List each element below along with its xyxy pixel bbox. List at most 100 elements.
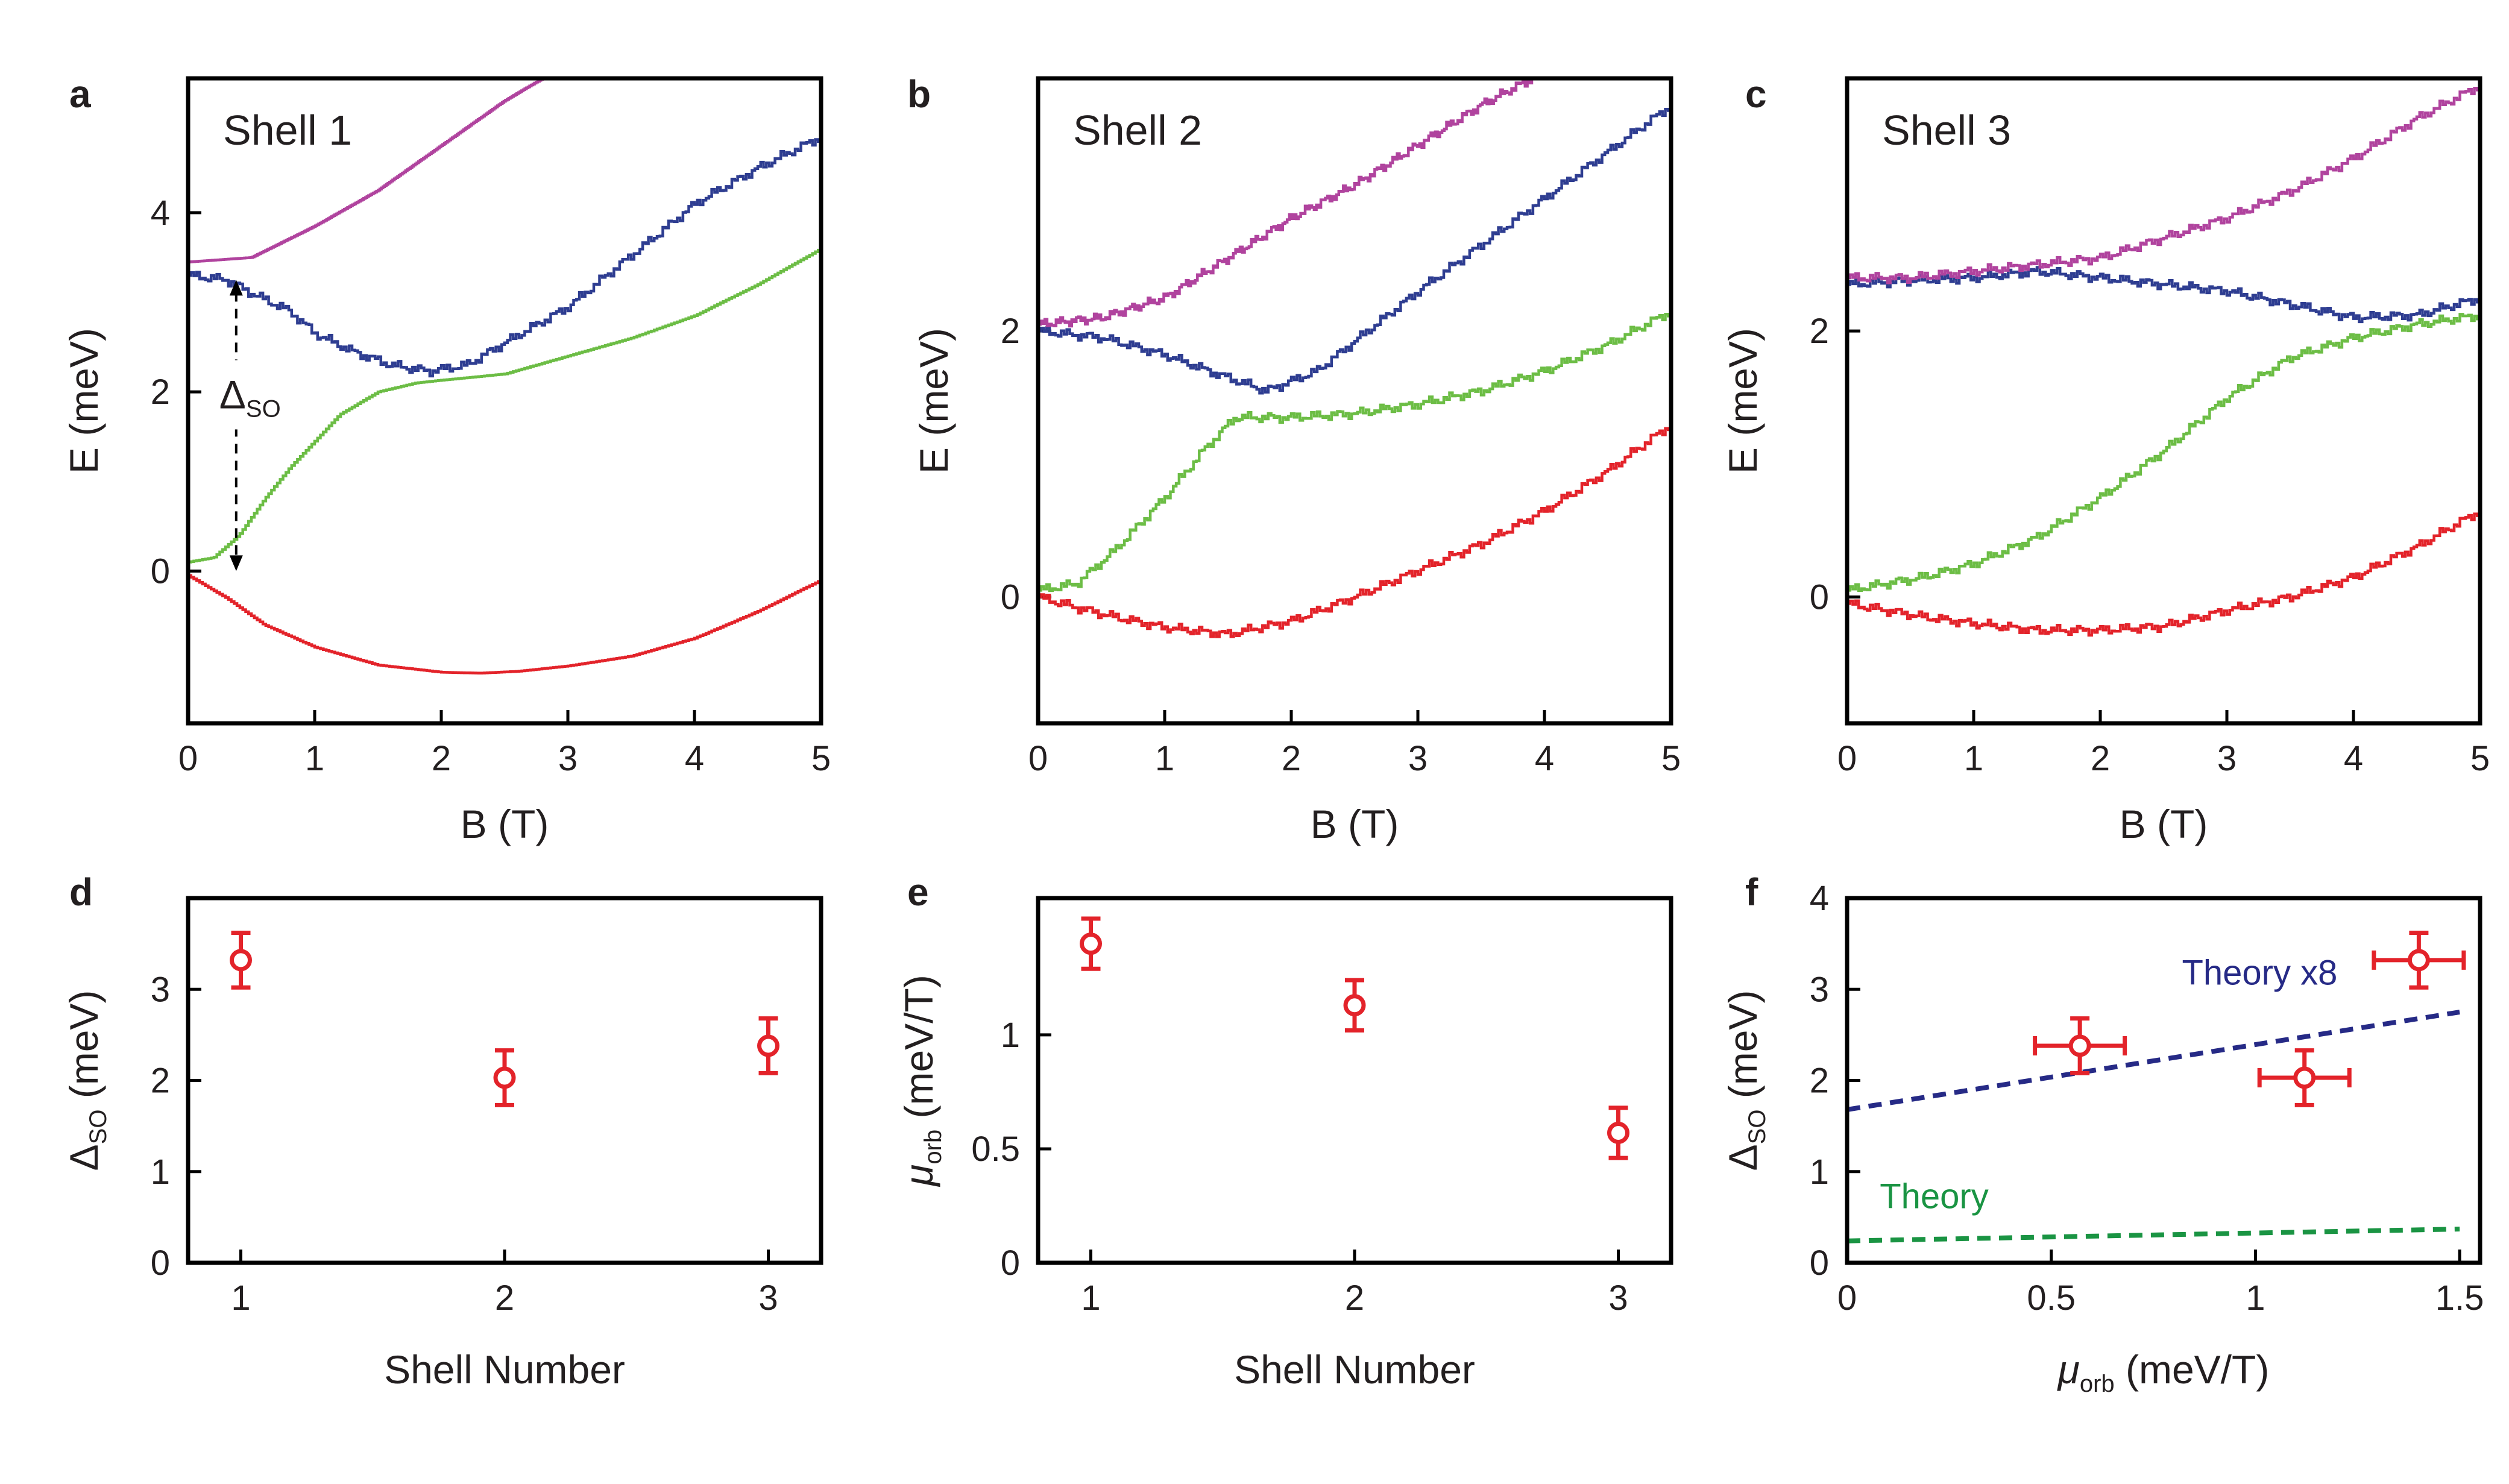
y-axis-label-c-main: E (meV)	[1720, 328, 1765, 474]
panel-e: e 1 2 3 0 0.5 1 Shell Number μorb (meV/T)	[896, 870, 1673, 1392]
x-tick-label-a: 0	[178, 739, 198, 778]
theory-line-theory	[1847, 1227, 2460, 1243]
y-axis-label-d-main: Δ	[61, 1144, 106, 1171]
x-tick-label-e: 3	[1608, 1278, 1628, 1318]
y-axis-label-d-tail: (meV)	[61, 990, 106, 1110]
y-tick-label-c: 0	[1810, 577, 1829, 617]
data-point-d	[757, 1034, 779, 1057]
y-tick-label-a: 0	[151, 552, 170, 591]
y-axis-label-a-main: E (meV)	[61, 328, 106, 474]
plot-frame-c	[1845, 76, 2482, 726]
y-tick-label-d: 0	[151, 1243, 170, 1283]
shell-label-c: Shell 3	[1882, 107, 2011, 154]
x-axis-label-c: B (T)	[2120, 802, 2208, 846]
data-point-d	[493, 1066, 516, 1089]
series-magenta-c	[1847, 84, 2480, 285]
x-tick-label-f: 1.5	[2435, 1278, 2484, 1318]
delta-so-label: ΔSO	[219, 372, 281, 422]
shell-label-b: Shell 2	[1073, 107, 1202, 154]
y-axis-label-b: E (meV)	[911, 328, 956, 474]
y-axis-label-c: E (meV)	[1720, 328, 1765, 474]
x-axis-label-b: B (T)	[1311, 802, 1399, 846]
y-tick-label-d: 1	[151, 1152, 170, 1192]
shell-label-a: Shell 1	[223, 107, 352, 154]
x-tick-label-e: 1	[1081, 1278, 1100, 1318]
x-tick-label-f: 0	[1837, 1278, 1857, 1318]
x-tick-label-c: 2	[2091, 739, 2110, 778]
plot-frame-a	[186, 76, 823, 726]
data-c	[1847, 84, 2480, 637]
y-axis-label-f: ΔSO (meV)	[1720, 990, 1771, 1171]
series-green-b	[1038, 310, 1671, 593]
y-axis-label-e-sub: orb	[920, 1130, 946, 1165]
x-tick-label-c: 3	[2217, 739, 2237, 778]
x-axis-label-a-main: B (T)	[461, 802, 549, 846]
theory-label-theory-x8: Theory x8	[2182, 954, 2337, 993]
y-tick-label-f: 0	[1810, 1243, 1829, 1283]
y-tick-label-e: 1	[1001, 1016, 1020, 1055]
x-tick-label-c: 5	[2470, 739, 2490, 778]
x-tick-label-e: 2	[1345, 1278, 1364, 1318]
plot-frame-f	[1845, 896, 2482, 1265]
x-axis-label-e-main: Shell Number	[1234, 1347, 1475, 1392]
x-tick-label-b: 0	[1028, 739, 1048, 778]
panel-c: c 0 1 2 3 4 5 0 2 B (T) E (meV) Shell 3	[1720, 72, 2490, 846]
panel-letter-b: b	[907, 72, 931, 116]
x-tick-label-d: 3	[758, 1278, 778, 1318]
arrow-head-up	[229, 280, 243, 296]
series-red-a	[188, 574, 821, 675]
y-tick-label-f: 3	[1810, 970, 1829, 1009]
y-tick-label-d: 2	[151, 1061, 170, 1101]
panel-a: a 0 1 2 3 4 5 0 2 4 B (T) E (meV) Shell 1 ΔSO	[61, 72, 831, 846]
x-axis-label-f: μorb (meV/T)	[2057, 1347, 2270, 1397]
x-tick-label-b: 3	[1408, 739, 1428, 778]
x-axis-label-b-main: B (T)	[1311, 802, 1399, 846]
panel-letter-c: c	[1745, 72, 1767, 116]
data-b	[1038, 78, 1671, 638]
series-red-b	[1038, 423, 1671, 638]
series-green-a	[188, 248, 821, 564]
y-axis-label-e: μorb (meV/T)	[896, 975, 946, 1187]
y-tick-label-a: 4	[151, 193, 170, 233]
data-point-e	[1343, 994, 1366, 1017]
x-tick-label-c: 4	[2344, 739, 2363, 778]
panel-letter-a: a	[69, 72, 91, 116]
x-axis-label-f-tail: (meV/T)	[2115, 1347, 2270, 1392]
x-tick-label-b: 4	[1535, 739, 1554, 778]
y-tick-label-c: 2	[1810, 312, 1829, 351]
y-tick-label-b: 2	[1001, 312, 1020, 351]
series-magenta-a	[188, 78, 544, 263]
series-red-c	[1847, 509, 2480, 637]
x-tick-label-c: 0	[1837, 739, 1857, 778]
x-axis-label-a: B (T)	[461, 802, 549, 846]
x-axis-label-e: Shell Number	[1234, 1347, 1475, 1392]
x-tick-label-a: 3	[558, 739, 578, 778]
arrow-head-down	[229, 555, 243, 571]
y-axis-label-f-main: Δ	[1720, 1144, 1765, 1171]
x-tick-label-f: 1	[2246, 1278, 2265, 1318]
panel-letter-e: e	[907, 870, 929, 914]
x-axis-label-d-main: Shell Number	[384, 1347, 625, 1392]
theory-label-theory: Theory	[1880, 1177, 1989, 1216]
data-point-e	[1607, 1121, 1629, 1144]
series-blue-c	[1847, 266, 2480, 324]
data-point-d	[230, 949, 252, 972]
delta-so-label-main: Δ	[219, 372, 246, 417]
panel-f: f 0 0.5 1 1.5 0 1 2 3 4 μorb (meV/T) ΔSO (meV) Theor…	[1720, 870, 2484, 1397]
y-tick-label-e: 0.5	[971, 1130, 1020, 1169]
y-axis-label-b-main: E (meV)	[911, 328, 956, 474]
x-axis-label-d: Shell Number	[384, 1347, 625, 1392]
panel-b: b 0 1 2 3 4 5 0 2 B (T) E (meV) Shell 2	[907, 72, 1681, 846]
data-point-f	[2068, 1034, 2091, 1057]
panel-letter-f: f	[1745, 870, 1758, 914]
x-tick-label-a: 2	[432, 739, 451, 778]
y-axis-label-d: ΔSO (meV)	[61, 990, 112, 1171]
y-tick-label-b: 0	[1001, 577, 1020, 617]
delta-so-label-bg	[218, 360, 309, 430]
y-axis-label-f-tail: (meV)	[1720, 990, 1765, 1110]
y-tick-label-f: 4	[1810, 879, 1829, 918]
y-axis-label-a: E (meV)	[61, 328, 106, 474]
y-axis-label-e-main: μ	[896, 1165, 941, 1187]
theory-line-theory-x8	[1847, 1010, 2460, 1112]
